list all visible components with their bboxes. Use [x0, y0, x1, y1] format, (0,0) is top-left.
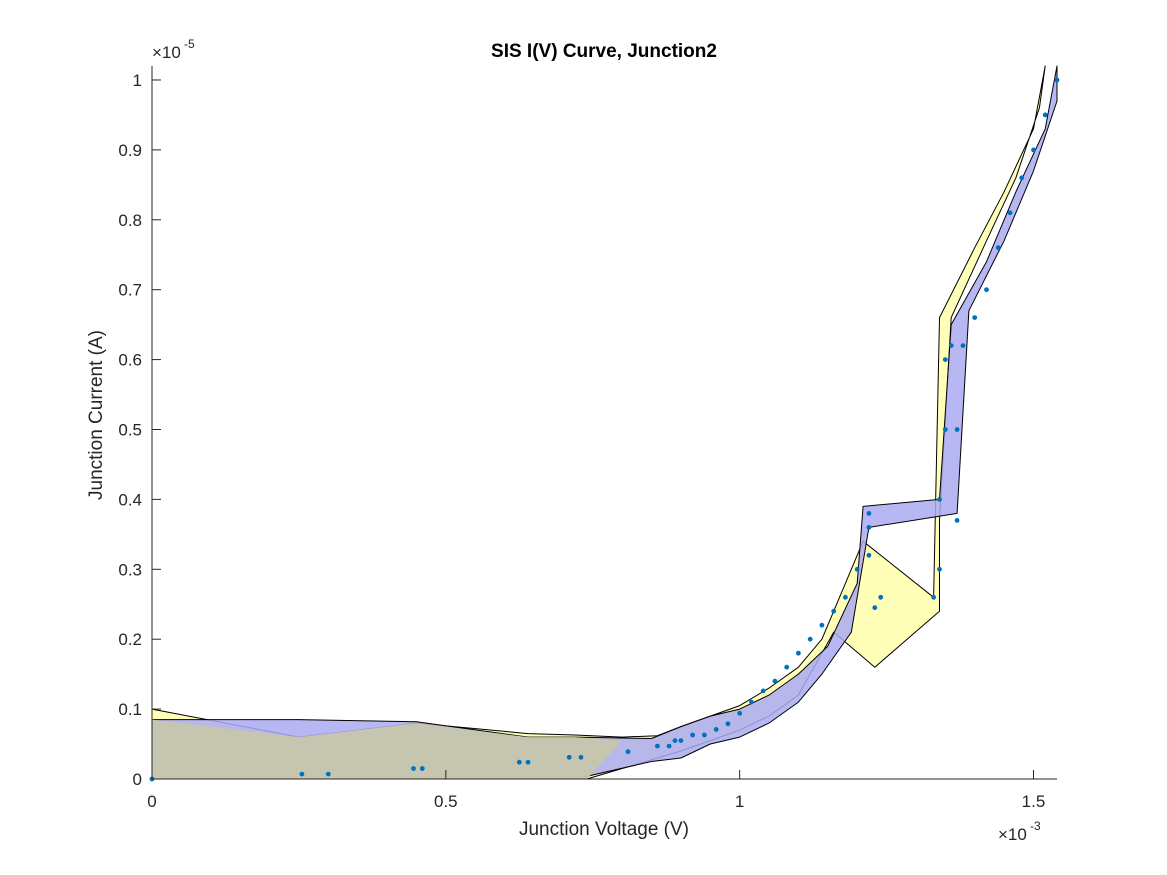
data-point — [843, 594, 848, 600]
data-point — [972, 315, 978, 320]
y-exponent-power: -5 — [184, 37, 195, 51]
data-point — [725, 721, 731, 727]
points-layer — [149, 77, 1060, 782]
data-point — [325, 771, 331, 777]
data-point — [772, 678, 778, 684]
data-point — [419, 766, 425, 771]
data-point — [937, 566, 942, 572]
data-point — [578, 754, 584, 760]
data-point — [831, 608, 837, 614]
data-point — [666, 743, 672, 749]
chart-title: SIS I(V) Curve, Junction2 — [491, 41, 717, 62]
data-point — [625, 749, 631, 755]
data-point — [737, 710, 743, 716]
y-tick-label: 0.3 — [118, 560, 142, 579]
y-axis-title: Junction Current (A) — [86, 330, 107, 500]
x-tick-label: 1 — [735, 792, 744, 811]
data-point — [866, 511, 872, 516]
y-tick-label: 1 — [133, 71, 142, 90]
x-tick-label: 0 — [147, 792, 156, 811]
y-exponent-base: ×10 — [152, 43, 181, 62]
data-point — [672, 738, 678, 743]
data-point — [713, 727, 719, 732]
data-point — [819, 622, 825, 628]
x-tick-label: 1.5 — [1022, 792, 1046, 811]
data-point — [525, 759, 531, 765]
data-point — [678, 738, 684, 743]
data-point — [1054, 77, 1060, 83]
x-exponent-label: ×10 -3 — [998, 819, 1041, 844]
x-exponent-power: -3 — [1030, 819, 1041, 833]
data-point — [784, 664, 790, 670]
y-tick-label: 0.4 — [118, 490, 142, 509]
data-point — [655, 743, 660, 749]
data-point — [1042, 112, 1048, 118]
y-tick-label: 0.1 — [118, 700, 142, 719]
x-exponent-base: ×10 — [998, 825, 1027, 844]
data-point — [807, 636, 813, 642]
uncertainty-band-2 — [151, 65, 1058, 780]
data-point — [1019, 175, 1025, 181]
data-point — [702, 732, 707, 738]
data-point — [566, 754, 572, 760]
data-point — [931, 594, 936, 600]
x-axis-title: Junction Voltage (V) — [519, 819, 689, 840]
data-point — [749, 699, 754, 705]
data-point — [516, 759, 522, 765]
y-tick-label: 0.5 — [118, 420, 142, 439]
plot-area — [149, 65, 1060, 782]
data-point — [1007, 210, 1013, 216]
data-point — [942, 427, 948, 432]
y-tick-label: 0.9 — [118, 141, 142, 160]
data-point — [760, 688, 766, 694]
axes-layer: 0 0.5 1 1.5 0 0.1 0.2 0.3 0.4 0.5 0.6 0.7 0.8 0.9 1 — [118, 66, 1057, 811]
data-point — [937, 497, 942, 502]
data-point — [984, 287, 989, 293]
data-point — [948, 343, 954, 348]
band-overlap-region — [152, 719, 623, 779]
data-point — [796, 650, 801, 656]
data-point — [1031, 147, 1036, 153]
data-point — [960, 343, 966, 348]
y-tick-label: 0.2 — [118, 630, 142, 649]
data-point — [878, 594, 884, 600]
data-point — [854, 566, 860, 572]
data-point — [411, 766, 416, 771]
data-point — [690, 732, 695, 738]
y-tick-label: 0 — [133, 770, 142, 789]
data-point — [942, 357, 948, 362]
bands-layer — [151, 65, 1058, 780]
data-point — [872, 605, 878, 611]
y-exponent-label: ×10 -5 — [152, 37, 195, 62]
x-tick-label: 0.5 — [434, 792, 458, 811]
y-tick-label: 0.7 — [118, 281, 142, 300]
axes-background — [152, 66, 1057, 779]
y-tick-label: 0.6 — [118, 351, 142, 370]
data-point — [866, 525, 872, 530]
data-point — [954, 427, 960, 432]
data-point — [866, 552, 872, 558]
data-point — [954, 518, 960, 523]
y-tick-label: 0.8 — [118, 211, 142, 230]
data-point — [299, 771, 305, 777]
data-point — [995, 245, 1001, 251]
